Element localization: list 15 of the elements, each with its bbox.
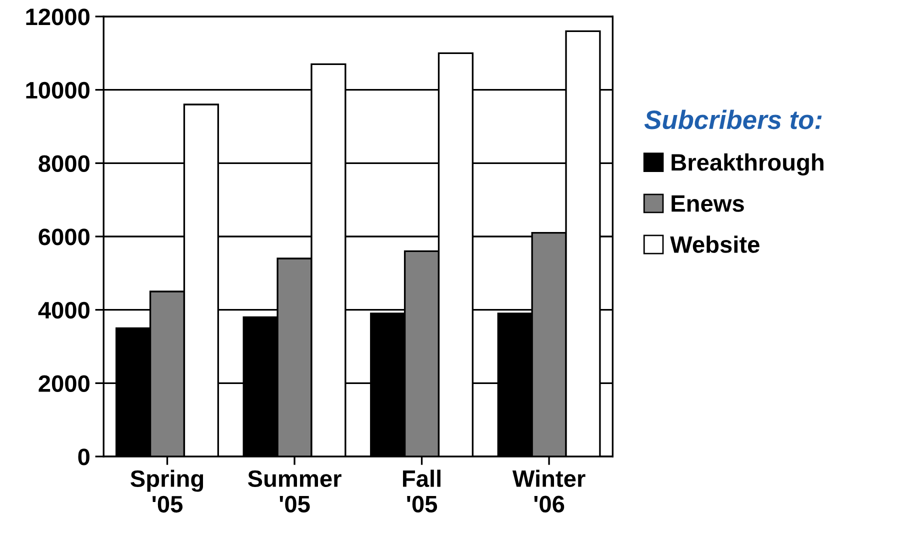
y-tick-label: 6000 (38, 228, 90, 246)
legend-title: Subcribers to: (644, 110, 822, 130)
x-tick-label: Spring '05 (130, 470, 204, 513)
legend-label: Breakthrough (672, 153, 824, 176)
y-tick-label: 12000 (26, 8, 90, 26)
x-tick-label: Summer '05 (248, 470, 342, 512)
y-tick-label: 0 (78, 448, 90, 466)
legend-label: Website (670, 236, 760, 253)
y-tick-label: 10000 (26, 82, 90, 99)
legend-label: Enews (672, 195, 744, 212)
x-tick-label: Fall '05 (403, 470, 440, 512)
x-tick-label: Winter '06 (512, 470, 586, 512)
y-tick-label: 2000 (38, 375, 90, 392)
y-tick-label: 8000 (38, 155, 90, 172)
y-tick-label: 4000 (38, 302, 90, 319)
